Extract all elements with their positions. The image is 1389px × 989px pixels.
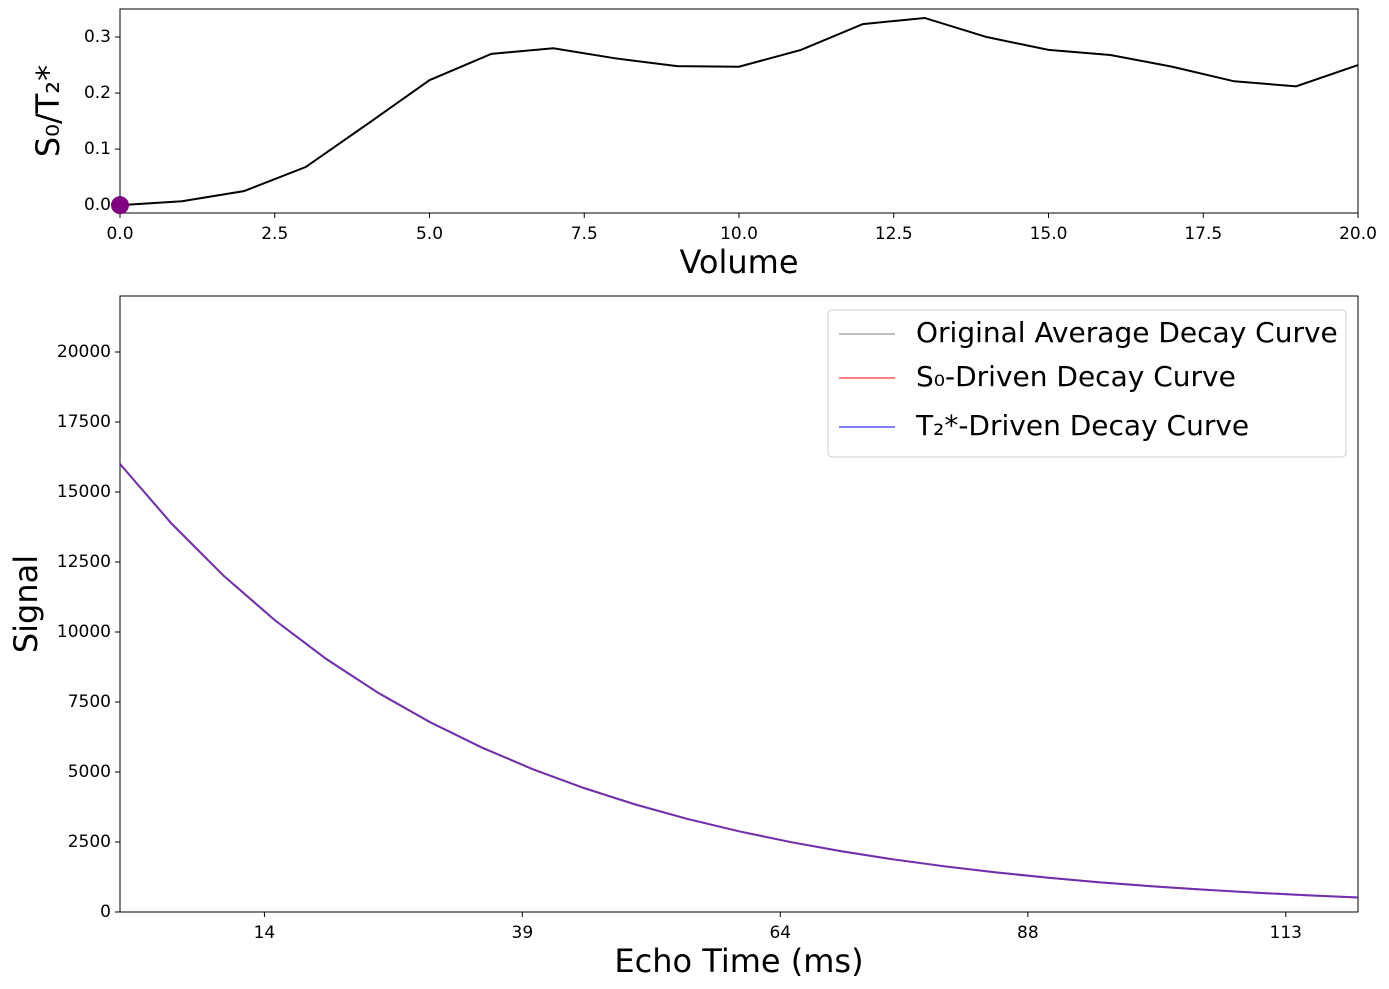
x-tick-label: 39 bbox=[512, 923, 534, 943]
x-tick-label: 113 bbox=[1270, 923, 1302, 943]
x-tick-label: 15.0 bbox=[1030, 224, 1068, 244]
y-tick-label: 20000 bbox=[57, 342, 111, 362]
legend-label: Original Average Decay Curve bbox=[916, 316, 1338, 349]
legend bbox=[827, 309, 1347, 458]
x-axis-label: Echo Time (ms) bbox=[614, 942, 863, 980]
legend-label: S₀-Driven Decay Curve bbox=[916, 360, 1236, 393]
x-tick-label: 5.0 bbox=[416, 224, 443, 244]
y-tick-label: 0.2 bbox=[84, 83, 111, 103]
current-marker bbox=[111, 196, 129, 215]
y-tick-label: 2500 bbox=[68, 832, 111, 852]
plot-area bbox=[119, 8, 1359, 214]
y-tick-label: 15000 bbox=[57, 482, 111, 502]
x-tick-label: 12.5 bbox=[875, 224, 913, 244]
y-axis-label: Signal bbox=[7, 555, 45, 653]
y-axis-label: S₀/T₂* bbox=[29, 65, 67, 157]
y-tick-label: 0 bbox=[100, 902, 111, 922]
x-tick-label: 64 bbox=[769, 923, 791, 943]
y-tick-label: 10000 bbox=[57, 622, 111, 642]
y-tick-label: 0.1 bbox=[84, 139, 111, 159]
legend-label: T₂*-Driven Decay Curve bbox=[915, 409, 1249, 442]
x-tick-label: 10.0 bbox=[720, 224, 758, 244]
y-tick-label: 7500 bbox=[68, 692, 111, 712]
line bbox=[119, 16, 1359, 207]
x-axis-label: Volume bbox=[679, 243, 798, 281]
x-tick-label: 88 bbox=[1017, 923, 1039, 943]
y-tick-label: 5000 bbox=[68, 762, 111, 782]
y-tick-label: 12500 bbox=[57, 552, 111, 572]
x-tick-label: 17.5 bbox=[1184, 224, 1222, 244]
y-tick-label: 0.0 bbox=[84, 195, 111, 215]
y-tick-label: 17500 bbox=[57, 412, 111, 432]
x-tick-label: 7.5 bbox=[571, 224, 598, 244]
x-tick-label: 14 bbox=[254, 923, 276, 943]
decay-curve bbox=[119, 463, 1359, 899]
x-tick-label: 20.0 bbox=[1339, 224, 1377, 244]
x-tick-label: 0.0 bbox=[106, 224, 133, 244]
y-tick-label: 0.3 bbox=[84, 27, 111, 47]
x-tick-label: 2.5 bbox=[261, 224, 288, 244]
